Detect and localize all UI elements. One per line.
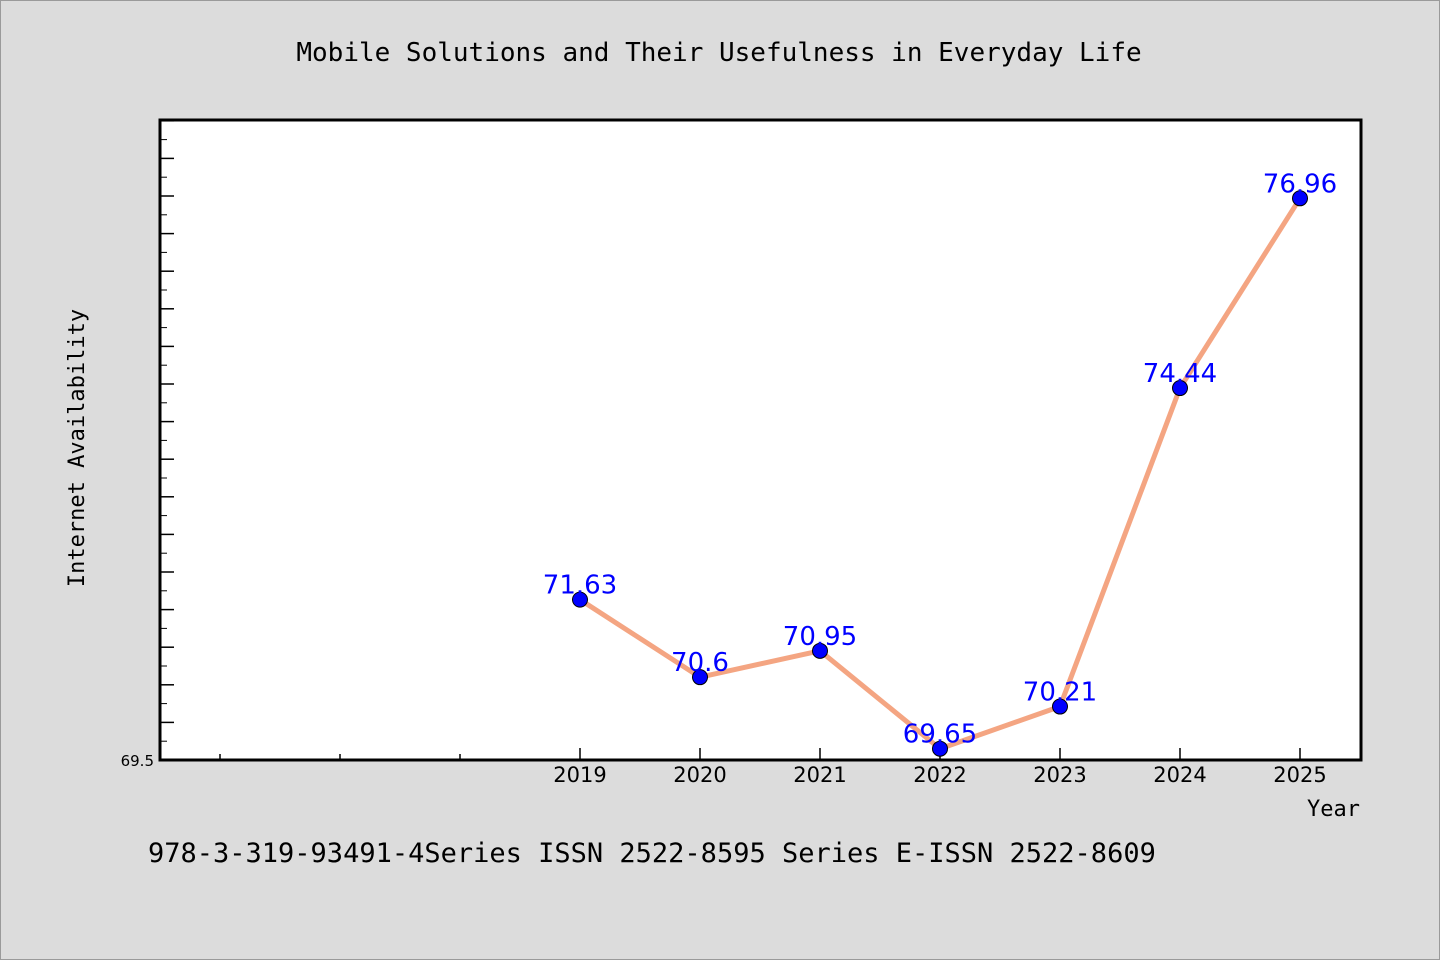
data-point: [572, 591, 588, 608]
data-point: [1052, 698, 1068, 715]
x-tick-label: 2025: [1273, 763, 1326, 787]
footer-text: 978-3-319-93491-4Series ISSN 2522-8595 S…: [148, 838, 1156, 869]
data-label: 70.95: [783, 622, 857, 652]
data-point: [1292, 190, 1308, 207]
x-axis-label: Year: [1307, 797, 1360, 822]
x-tick-label: 2023: [1033, 763, 1086, 787]
data-label: 69.65: [903, 720, 977, 750]
data-point: [692, 669, 708, 686]
chart-title: Mobile Solutions and Their Usefulness in…: [296, 38, 1141, 68]
x-tick-label: 2021: [793, 763, 846, 787]
y-axis-label: Internet Availability: [65, 309, 90, 587]
x-tick-label: 2024: [1153, 763, 1206, 787]
data-labels: 71.63 70.6 70.95 69.65 70.21 74.44 76.96: [543, 169, 1337, 749]
y-axis-ticks: [160, 120, 174, 761]
data-point: [932, 740, 948, 757]
data-label: 70.6: [671, 648, 729, 678]
data-label: 76.96: [1263, 169, 1337, 199]
data-label: 70.21: [1023, 678, 1097, 708]
y-tick-label: 69.5: [121, 752, 154, 770]
data-label: 74.44: [1143, 359, 1217, 389]
x-tick-label: 2020: [673, 763, 726, 787]
x-tick-label: 2019: [553, 763, 606, 787]
data-point: [812, 642, 828, 659]
data-label: 71.63: [543, 571, 617, 601]
x-tick-labels: 2019 2020 2021 2022 2023 2024 2025: [553, 763, 1326, 787]
series-line-group: [572, 190, 1308, 757]
x-tick-label: 2022: [913, 763, 966, 787]
data-point: [1172, 380, 1188, 397]
